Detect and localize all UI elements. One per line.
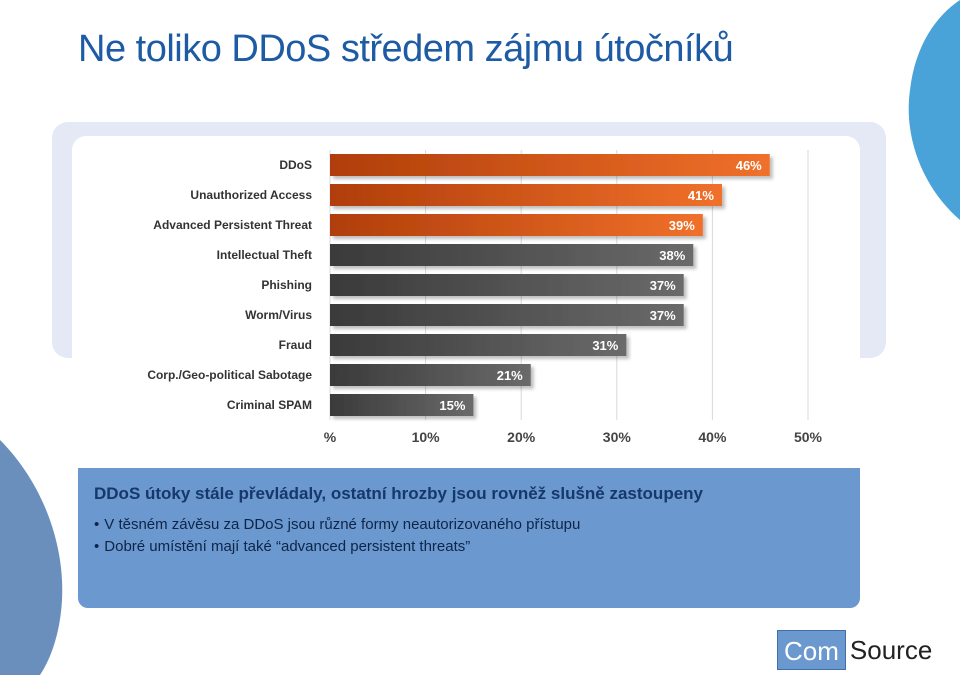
info-bullet: Dobré umístění mají také “advanced persi…: [94, 536, 844, 558]
bar: [330, 334, 627, 356]
x-tick-label: 20%: [507, 429, 536, 445]
x-tick-label: %: [324, 429, 337, 445]
data-label: 37%: [650, 278, 676, 293]
data-label: 15%: [439, 398, 465, 413]
slide-title: Ne toliko DDoS středem zájmu útočníků: [78, 28, 734, 70]
bar: [330, 214, 703, 236]
bar: [330, 364, 531, 386]
category-label: Phishing: [261, 278, 312, 292]
data-label: 37%: [650, 308, 676, 323]
x-tick-label: 30%: [603, 429, 632, 445]
bar: [330, 154, 770, 176]
data-label: 38%: [659, 248, 685, 263]
data-label: 31%: [592, 338, 618, 353]
x-tick-label: 40%: [698, 429, 727, 445]
x-tick-label: 50%: [794, 429, 823, 445]
category-label: Fraud: [279, 338, 312, 352]
info-bullet-list: V těsném závěsu za DDoS jsou různé formy…: [94, 514, 844, 558]
comsource-logo: Com Source: [777, 630, 936, 670]
data-label: 46%: [736, 158, 762, 173]
logo-source: Source: [849, 635, 933, 665]
x-tick-label: 10%: [412, 429, 441, 445]
data-label: 39%: [669, 218, 695, 233]
bar: [330, 394, 474, 416]
category-label: Intellectual Theft: [217, 248, 312, 262]
info-box: DDoS útoky stále převládaly, ostatní hro…: [78, 468, 860, 608]
category-label: Worm/Virus: [245, 308, 312, 322]
bar: [330, 184, 722, 206]
data-label: 21%: [497, 368, 523, 383]
info-bullet: V těsném závěsu za DDoS jsou různé formy…: [94, 514, 844, 536]
logo-com: Com: [777, 630, 846, 670]
category-label: Advanced Persistent Threat: [153, 218, 312, 232]
bar: [330, 244, 694, 266]
category-label: Corp./Geo-political Sabotage: [147, 368, 312, 382]
bar: [330, 304, 684, 326]
decorative-shape-left: [0, 440, 63, 675]
category-label: DDoS: [279, 158, 312, 172]
data-label: 41%: [688, 188, 714, 203]
category-label: Criminal SPAM: [227, 398, 312, 412]
info-heading: DDoS útoky stále převládaly, ostatní hro…: [94, 484, 703, 503]
bar-chart: DDoS 46% Unauthorized Access 41% Advanced Pe…: [147, 150, 823, 445]
category-label: Unauthorized Access: [190, 188, 312, 202]
bar: [330, 274, 684, 296]
decorative-shape-top-right: [908, 0, 960, 220]
